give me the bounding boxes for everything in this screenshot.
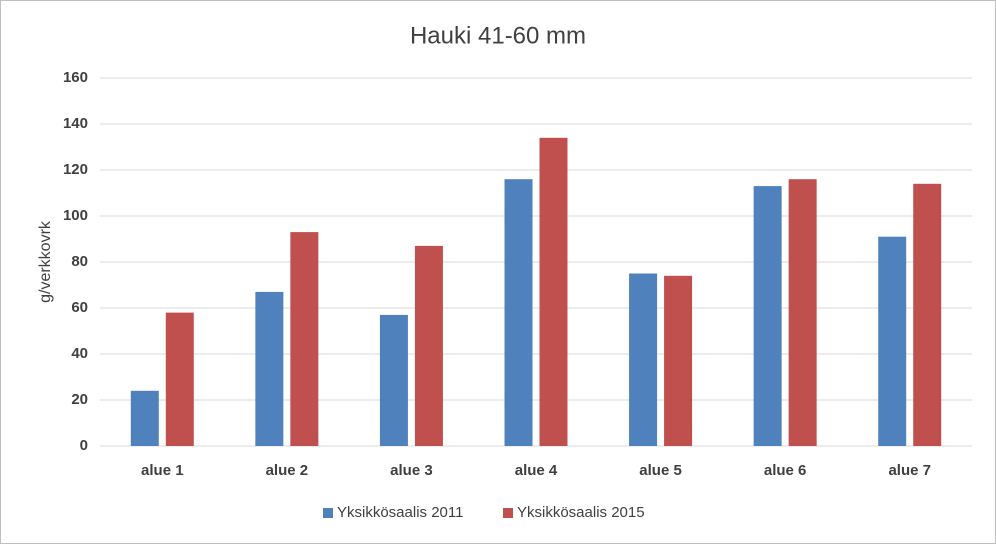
bar: [379, 314, 408, 446]
legend-swatch: [323, 508, 333, 518]
bar: [788, 179, 817, 446]
x-tick-label: alue 1: [141, 462, 184, 479]
chart-title: Hauki 41-60 mm: [410, 22, 586, 49]
y-tick-label: 120: [63, 161, 88, 178]
y-tick-label: 40: [71, 345, 88, 362]
legend-label: Yksikkösaalis 2015: [517, 504, 645, 521]
y-tick-label: 100: [63, 207, 88, 224]
bar: [878, 236, 907, 446]
bar: [290, 232, 319, 446]
legend-label: Yksikkösaalis 2011: [337, 504, 463, 521]
bar: [753, 186, 782, 446]
y-tick-label: 60: [71, 299, 88, 316]
y-tick-label: 20: [71, 391, 88, 408]
bar: [539, 137, 568, 447]
x-tick-label: alue 5: [639, 462, 682, 479]
y-axis-label: g/verkkovrk: [37, 220, 54, 303]
x-tick-label: alue 6: [764, 462, 807, 479]
bar: [130, 390, 159, 446]
bar: [414, 245, 443, 446]
x-tick-label: alue 7: [888, 462, 931, 479]
bar: [504, 179, 533, 446]
bar: [629, 273, 658, 446]
y-tick-label: 0: [80, 437, 88, 454]
bar: [165, 312, 194, 446]
x-tick-label: alue 3: [390, 462, 433, 479]
x-tick-label: alue 2: [266, 462, 309, 479]
y-tick-label: 160: [63, 69, 88, 86]
bar: [913, 183, 942, 447]
y-tick-label: 140: [63, 115, 88, 132]
legend-swatch: [503, 508, 513, 518]
x-tick-label: alue 4: [515, 462, 558, 479]
bar: [255, 291, 284, 446]
bar: [664, 275, 693, 446]
y-tick-label: 80: [71, 253, 88, 270]
